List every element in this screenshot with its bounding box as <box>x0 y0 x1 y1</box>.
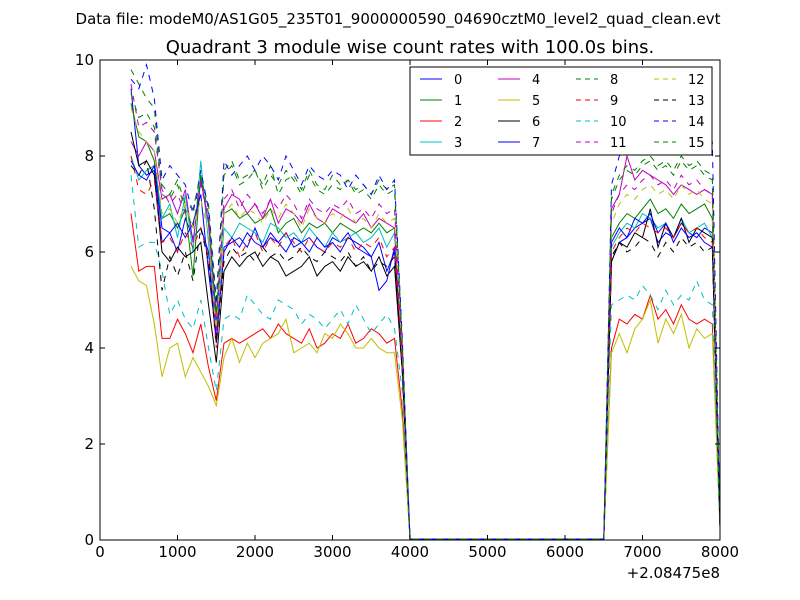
legend-label-1: 1 <box>454 94 462 109</box>
x-tick-label: 3000 <box>313 543 351 561</box>
series-line-12 <box>130 107 721 540</box>
legend-frame <box>409 66 713 156</box>
legend-label-10: 10 <box>610 115 627 130</box>
series-line-10 <box>130 175 721 540</box>
x-tick-label: 0 <box>95 543 105 561</box>
series-line-11 <box>130 83 721 540</box>
series-line-4 <box>130 140 721 540</box>
x-tick-label: 5000 <box>468 543 506 561</box>
x-tick-label: 2000 <box>236 543 274 561</box>
y-tick-label: 2 <box>84 435 94 453</box>
legend-label-8: 8 <box>610 73 618 88</box>
series-line-7 <box>130 160 721 540</box>
x-tick-label: 6000 <box>546 543 584 561</box>
legend-label-7: 7 <box>532 136 540 151</box>
series-line-2 <box>130 213 721 540</box>
plot-area <box>130 62 721 540</box>
series-line-8 <box>130 69 721 540</box>
x-tick-label: 7000 <box>623 543 661 561</box>
y-tick-label: 4 <box>84 339 94 357</box>
legend-label-14: 14 <box>688 115 705 130</box>
y-tick-label: 10 <box>75 51 94 69</box>
y-tick-label: 6 <box>84 243 94 261</box>
legend-label-9: 9 <box>610 94 618 109</box>
legend-label-0: 0 <box>454 73 462 88</box>
x-offset-label: +2.08475e8 <box>627 564 720 582</box>
y-tick-label: 0 <box>84 531 94 549</box>
figure-suptitle: Data file: modeM0/AS1G05_235T01_90000005… <box>76 10 721 29</box>
series-line-0 <box>130 88 721 540</box>
legend-label-3: 3 <box>454 136 462 151</box>
legend-label-5: 5 <box>532 94 540 109</box>
chart-title: Quadrant 3 module wise count rates with … <box>166 37 655 58</box>
series-line-5 <box>130 266 721 540</box>
x-tick-label: 1000 <box>158 543 196 561</box>
y-tick-label: 8 <box>84 147 94 165</box>
legend-label-15: 15 <box>688 136 705 151</box>
legend-label-2: 2 <box>454 115 462 130</box>
legend-label-11: 11 <box>610 136 627 151</box>
legend-label-12: 12 <box>688 73 705 88</box>
x-tick-label: 4000 <box>391 543 429 561</box>
legend-label-4: 4 <box>532 73 540 88</box>
x-tick-label: 8000 <box>701 543 739 561</box>
series-line-13 <box>130 159 721 540</box>
legend-label-6: 6 <box>532 115 540 130</box>
series-line-15 <box>130 93 721 540</box>
legend-label-13: 13 <box>688 94 705 109</box>
